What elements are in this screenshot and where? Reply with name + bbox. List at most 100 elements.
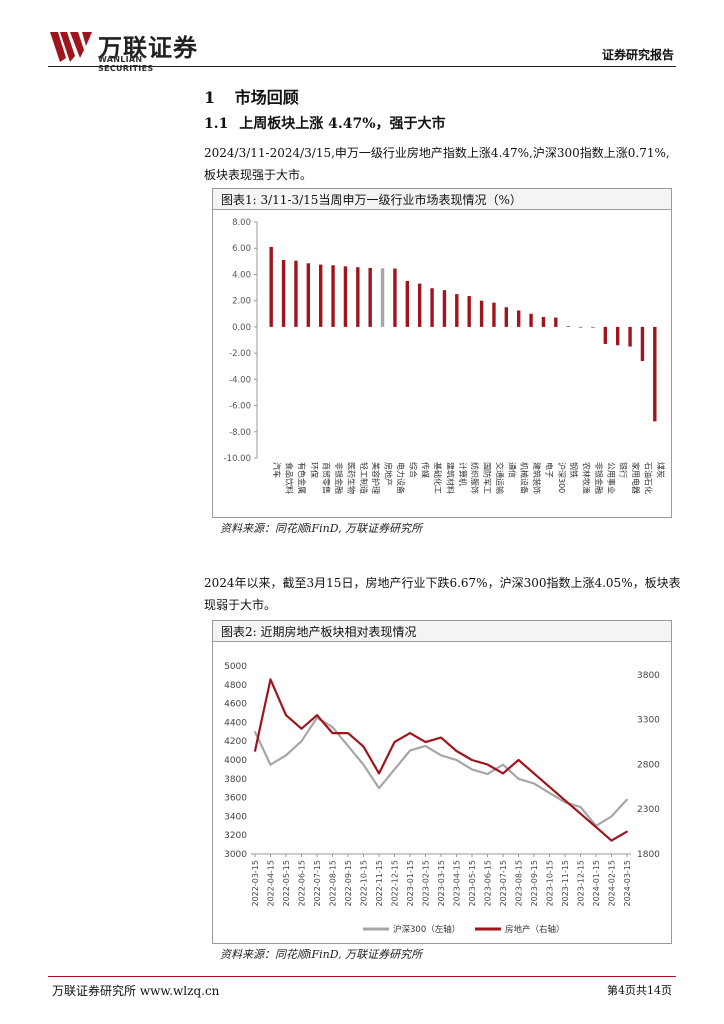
series-point-right <box>471 759 473 761</box>
x-tick-label: 综合 <box>408 462 418 478</box>
series-point-right <box>393 741 396 743</box>
x-tick-label: 2022-11-15 <box>375 860 384 907</box>
series-point-left <box>347 745 349 747</box>
x-tick-label: 环保 <box>309 462 319 478</box>
left-y-tick-label: 4200 <box>224 737 247 747</box>
paragraph-2: 2024年以来，截至3月15日，房地产行业下跌6.67%，沪深300指数上涨4.… <box>204 572 681 616</box>
figure-2-title: 图表2: 近期房地产板块相对表现情况 <box>221 625 417 639</box>
section-number: 1 <box>204 88 216 107</box>
paragraph-1: 2024/3/11-2024/3/15,申万一级行业房地产指数上涨4.47%,沪… <box>204 142 674 186</box>
series-point-left <box>409 749 411 752</box>
bar <box>368 267 372 327</box>
bar <box>504 307 509 327</box>
footer-left-text: 万联证券研究所 www.wlzq.cn <box>52 984 220 998</box>
x-tick-label: 建筑装饰 <box>532 462 542 494</box>
y-tick-label: -4.00 <box>229 375 251 385</box>
x-tick-label: 2023-04-15 <box>453 860 462 907</box>
bar <box>578 326 583 328</box>
x-tick-label: 2024-01-15 <box>592 860 601 907</box>
series-point-right <box>362 745 365 748</box>
x-tick-label: 医药生物 <box>346 462 356 494</box>
bar <box>516 310 521 327</box>
legend-label-left: 沪深300（左轴） <box>393 924 460 935</box>
paragraph-2-line-2: 现弱于大市。 <box>204 598 277 612</box>
x-tick-label: 非银金融 <box>334 462 344 494</box>
bar <box>417 283 422 327</box>
x-tick-label: 2022-04-15 <box>267 860 276 907</box>
x-tick-label: 通信 <box>507 462 517 478</box>
series-point-right <box>347 732 349 735</box>
bar <box>653 326 657 422</box>
y-tick-label: -8.00 <box>229 428 251 438</box>
figure-1: 图表1: 3/11-3/15当周申万一级行业市场表现情况（%） 8.00 6.00… <box>212 188 672 518</box>
bar <box>269 246 273 327</box>
left-y-tick-label: 4400 <box>224 718 247 728</box>
x-tick-label: 美容护理 <box>371 462 381 494</box>
bar <box>640 326 645 361</box>
x-tick-label: 沪深300 <box>557 462 567 493</box>
x-tick-label: 2023-12-15 <box>577 860 586 907</box>
series-line-left <box>254 716 628 827</box>
right-y-tick-label: 2300 <box>637 805 660 815</box>
bar <box>541 317 546 327</box>
x-tick-label: 计算机 <box>458 462 468 486</box>
footer-rule <box>48 976 676 977</box>
x-tick-label: 石油石化 <box>643 462 653 494</box>
series-point-left <box>424 745 427 747</box>
x-tick-label: 2023-11-15 <box>561 860 570 907</box>
bar <box>356 267 360 327</box>
x-tick-label: 2022-03-15 <box>251 860 260 907</box>
x-tick-label: 非银金融 <box>594 462 604 494</box>
series-point-left <box>300 740 303 743</box>
series-point-left <box>269 763 272 766</box>
header-rule <box>48 66 676 67</box>
series-point-right <box>610 839 613 842</box>
bar <box>343 266 348 327</box>
y-tick-label: 2.00 <box>232 297 251 307</box>
x-tick-label: 2022-06-15 <box>298 860 307 907</box>
series-point-left <box>378 787 380 790</box>
series-point-right <box>254 750 256 752</box>
left-y-tick-label: 3600 <box>224 794 247 804</box>
series-point-right <box>486 763 489 766</box>
y-tick-label: 8.00 <box>232 218 251 228</box>
series-point-right <box>269 678 272 681</box>
left-y-tick-label: 4000 <box>224 756 247 766</box>
series-point-left <box>610 815 613 818</box>
logo-mark-icon <box>50 32 92 62</box>
figure-1-bar-chart: 8.00 6.00 4.00 2.00 0.00 -2.00 -4.00 -6.00 -8.00… <box>224 218 666 494</box>
bar <box>331 265 335 327</box>
x-tick-label: 2023-07-15 <box>499 860 508 907</box>
y-tick-label: -2.00 <box>229 349 251 359</box>
x-tick-label: 汽车 <box>272 462 282 478</box>
x-tick-label: 食品饮料 <box>285 462 295 494</box>
x-tick-label: 轻工制造 <box>359 462 369 494</box>
x-tick-label: 2023-01-15 <box>406 860 415 907</box>
series-point-left <box>455 759 458 761</box>
bar <box>554 317 558 327</box>
figure-2-line-chart: 3000 3200 3400 3600 3800 4000 4200 4400 4600 4800… <box>224 662 660 935</box>
x-tick-label: 2022-12-15 <box>391 860 400 907</box>
x-tick-label: 2022-07-15 <box>313 860 322 907</box>
series-point-right <box>409 732 411 735</box>
left-y-tick-label: 5000 <box>224 662 247 672</box>
series-line-right <box>253 678 628 842</box>
series-point-left <box>393 768 396 771</box>
x-tick-label: 有色金属 <box>297 462 307 494</box>
series-point-right <box>440 736 442 739</box>
series-point-left <box>440 754 442 757</box>
x-tick-label: 2024-03-15 <box>623 860 632 907</box>
x-tick-label: 公用事业 <box>606 462 616 494</box>
bar <box>306 263 311 327</box>
series-point-left <box>626 798 628 801</box>
series-point-right <box>331 732 334 735</box>
x-tick-label: 2023-05-15 <box>468 860 477 907</box>
bar <box>492 302 496 327</box>
legend-label-right: 房地产（右轴） <box>505 924 565 935</box>
x-tick-label: 2023-08-15 <box>515 860 524 907</box>
x-tick-label: 商贸零售 <box>322 462 332 494</box>
series-point-right <box>517 759 520 761</box>
x-tick-label: 2023-03-15 <box>437 860 446 907</box>
figure-2: 图表2: 近期房地产板块相对表现情况 3000 3200 3400 3600 3800 4… <box>212 620 672 944</box>
bar <box>615 326 620 346</box>
